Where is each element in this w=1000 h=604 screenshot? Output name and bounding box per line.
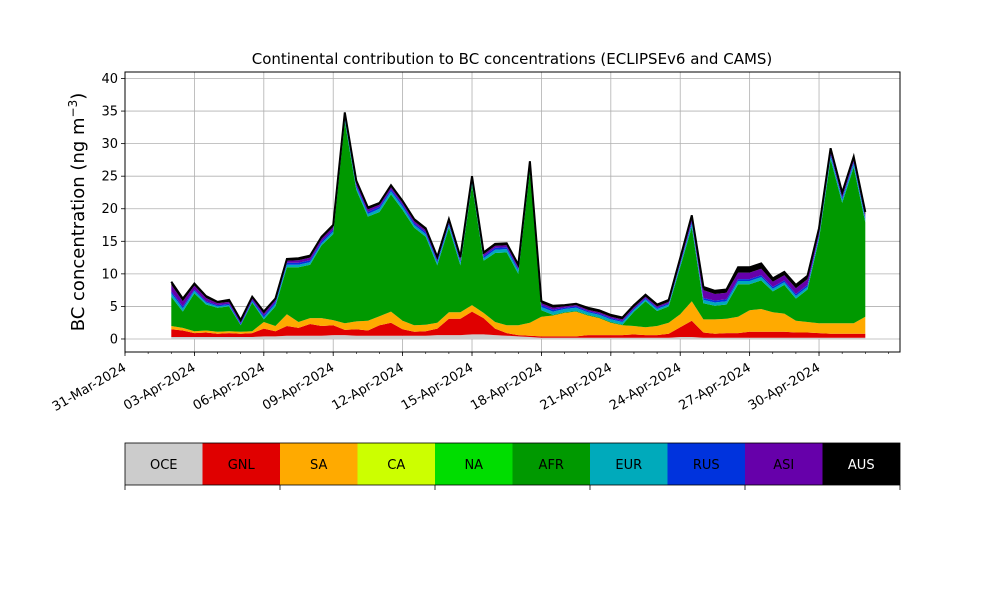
legend-label-rus: RUS xyxy=(693,458,720,473)
legend-swatch-sa xyxy=(280,443,358,485)
legend-label-asi: ASI xyxy=(773,458,794,473)
area-afr xyxy=(171,121,866,332)
legend-swatch-ca xyxy=(357,443,435,485)
legend-swatch-aus xyxy=(822,443,900,485)
legend-swatch-eur xyxy=(590,443,668,485)
y-tick-label: 35 xyxy=(101,105,118,120)
plot-frame xyxy=(124,71,901,353)
legend-label-eur: EUR xyxy=(615,458,642,473)
chart-title: Continental contribution to BC concentra… xyxy=(252,50,773,68)
y-tick-label: 30 xyxy=(101,137,118,152)
y-axis-label: BC concentration (ng m−3) xyxy=(66,93,89,332)
y-axis: 0 5 10 15 20 25 30 35 40 xyxy=(101,72,125,347)
total-outline xyxy=(170,112,867,323)
region-color-legend: OCE GNL SA CA NA AFR EUR RUS ASI AUS xyxy=(124,442,901,490)
legend-swatch-afr xyxy=(512,443,590,485)
legend-swatch-na xyxy=(435,443,513,485)
y-tick-label: 5 xyxy=(110,300,118,315)
y-tick-label: 0 xyxy=(110,332,118,347)
y-tick-label: 40 xyxy=(101,72,118,87)
legend-label-ca: CA xyxy=(387,458,405,473)
y-axis-label-close: ) xyxy=(68,93,89,100)
area-oce xyxy=(171,334,866,339)
legend-label-aus: AUS xyxy=(848,458,875,473)
y-tick-label: 25 xyxy=(101,170,118,185)
legend-label-na: NA xyxy=(464,458,483,473)
area-gnl xyxy=(171,311,866,338)
legend-label-sa: SA xyxy=(310,458,327,473)
stacked-areas xyxy=(170,112,867,339)
legend-swatch-asi xyxy=(745,443,823,485)
legend-swatch-rus xyxy=(667,443,745,485)
legend-frame xyxy=(124,442,901,486)
y-tick-label: 15 xyxy=(101,235,118,250)
y-tick-label: 10 xyxy=(101,267,118,282)
legend-label-gnl: GNL xyxy=(228,458,256,473)
area-sa xyxy=(171,301,866,337)
y-tick-label: 20 xyxy=(101,202,118,217)
legend-swatch-oce xyxy=(125,443,203,485)
legend-label-oce: OCE xyxy=(150,458,178,473)
y-axis-label-main: BC concentration (ng m xyxy=(68,117,89,331)
legend-label-afr: AFR xyxy=(539,458,564,473)
legend-swatch-gnl xyxy=(202,443,280,485)
y-axis-label-exponent: −3 xyxy=(66,100,80,118)
